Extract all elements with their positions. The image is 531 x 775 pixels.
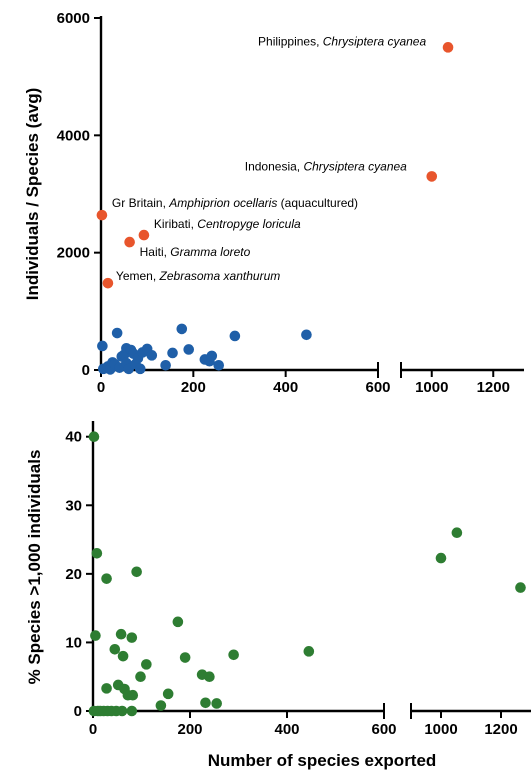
- data-point: [115, 628, 127, 640]
- point-annotation: Indonesia, Chrysiptera cyanea: [245, 159, 407, 173]
- data-point: [435, 552, 447, 564]
- y-tick-label: 6000: [57, 10, 90, 27]
- data-point: [451, 527, 463, 539]
- point-annotation: Philippines, Chrysiptera cyanea: [258, 34, 426, 48]
- data-point: [126, 632, 138, 643]
- data-point: [126, 705, 138, 717]
- x-tick-label: 600: [371, 721, 396, 738]
- data-point: [183, 344, 195, 355]
- x-tick-label: 200: [177, 721, 202, 738]
- data-point: [160, 360, 171, 371]
- data-point: [131, 566, 142, 578]
- y-axis-title: Individuals / Species (avg): [23, 88, 42, 301]
- data-point: [206, 350, 218, 362]
- x-tick-label: 1200: [477, 379, 510, 396]
- x-tick-label: 0: [89, 721, 97, 738]
- x-axis-title: Number of species exported: [208, 751, 437, 770]
- data-point: [111, 327, 123, 339]
- data-point: [101, 573, 112, 584]
- data-point: [172, 616, 184, 628]
- data-point: [229, 330, 241, 342]
- data-point: [155, 700, 167, 711]
- x-tick-label: 400: [273, 379, 298, 396]
- x-tick-label: 600: [365, 379, 390, 396]
- data-point: [204, 671, 215, 683]
- y-axis-title: % Species >1,000 individuals: [25, 450, 44, 685]
- point-annotation: Gr Britain, Amphiprion ocellaris (aquacu…: [112, 196, 358, 210]
- data-point: [91, 547, 103, 559]
- data-point: [179, 652, 191, 663]
- point-annotation: Kiribati, Centropyge loricula: [154, 217, 301, 231]
- top-panel: 0 2000 4000 6000 0 200 400 600 1000 1200 Individua…: [23, 10, 524, 396]
- data-point: [97, 340, 108, 352]
- data-point: [134, 363, 146, 375]
- data-point: [88, 431, 100, 443]
- y-tick-label: 10: [65, 634, 82, 651]
- data-point: [167, 347, 178, 359]
- data-point: [211, 698, 222, 709]
- data-point: [301, 329, 312, 341]
- data-point: [124, 236, 135, 248]
- data-point: [141, 659, 152, 670]
- x-tick-label: 1000: [424, 721, 457, 738]
- x-tick-label: 1000: [415, 379, 448, 396]
- data-point: [90, 630, 101, 641]
- data-point: [138, 229, 150, 241]
- data-point: [176, 323, 188, 335]
- data-point: [228, 649, 239, 661]
- data-point: [303, 646, 315, 657]
- data-point: [109, 643, 121, 655]
- data-point: [442, 42, 454, 53]
- x-tick-label: 0: [97, 379, 105, 396]
- data-point: [102, 277, 114, 289]
- data-point: [146, 350, 158, 361]
- y-tick-label: 4000: [57, 127, 90, 144]
- y-tick-label: 20: [65, 566, 82, 583]
- data-point: [162, 688, 174, 700]
- point-annotation: Yemen, Zebrasoma xanthurum: [116, 269, 280, 283]
- data-point: [96, 209, 108, 221]
- data-point: [426, 171, 438, 182]
- y-tick-label: 2000: [57, 245, 90, 262]
- data-point: [135, 671, 146, 683]
- data-point: [101, 683, 112, 694]
- y-tick-label: 0: [74, 703, 82, 720]
- data-point: [213, 360, 225, 371]
- data-point: [515, 582, 526, 593]
- y-tick-label: 30: [65, 497, 82, 514]
- x-tick-label: 400: [274, 721, 299, 738]
- y-tick-label: 40: [65, 429, 82, 446]
- data-point: [116, 705, 128, 717]
- data-point: [200, 697, 211, 709]
- point-annotation: Haiti, Gramma loreto: [140, 245, 251, 259]
- data-point: [117, 650, 129, 662]
- y-tick-label: 0: [82, 362, 90, 379]
- x-tick-label: 1200: [484, 721, 517, 738]
- data-point: [127, 689, 139, 701]
- x-tick-label: 200: [181, 379, 206, 396]
